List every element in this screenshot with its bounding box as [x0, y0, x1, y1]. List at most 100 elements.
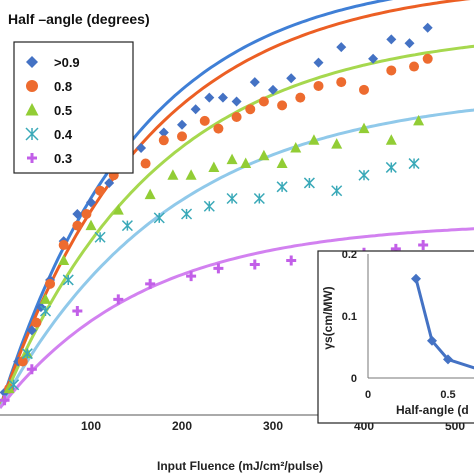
data-point [21, 348, 33, 360]
legend-label: >0.9 [54, 55, 80, 70]
data-point [313, 80, 324, 91]
data-point [177, 119, 187, 130]
data-point [359, 84, 369, 95]
data-point [158, 127, 169, 138]
data-point [331, 138, 343, 149]
inset-data-point [443, 354, 453, 365]
data-point [17, 356, 28, 367]
data-point [113, 294, 124, 305]
data-point [385, 161, 397, 173]
data-point [26, 325, 37, 336]
data-point [277, 100, 288, 111]
data-point [413, 114, 425, 126]
data-point [253, 192, 265, 205]
x-tick-label: 200 [172, 419, 192, 433]
data-point [72, 306, 83, 316]
inset-chart: 0 0.1 0.2 0 0.5 γs(cm/MW) Half-angle (d [317, 249, 474, 424]
inset-x-tick-label: 0.5 [440, 389, 455, 401]
data-point [231, 96, 242, 107]
data-point [31, 317, 42, 328]
data-point [3, 382, 15, 394]
data-point [295, 92, 306, 103]
data-point [408, 158, 420, 170]
data-point [331, 185, 343, 197]
data-point [217, 92, 228, 103]
data-point [190, 104, 201, 115]
data-point [8, 379, 20, 391]
data-point [58, 254, 70, 266]
data-point [286, 255, 297, 266]
legend-label: 0.4 [54, 127, 73, 142]
data-point [86, 197, 96, 208]
inset-tick-labels: 0 0.1 0.2 0 0.5 [342, 249, 456, 401]
data-point [303, 177, 315, 189]
data-point [136, 143, 147, 154]
inset-data-point [411, 273, 421, 284]
legend-title: Half –angle (degrees) [8, 11, 150, 27]
inset-y-tick-label: 0 [351, 373, 357, 385]
data-point [72, 220, 83, 231]
data-point [386, 65, 397, 76]
data-point [358, 169, 370, 181]
data-point [249, 259, 260, 270]
data-point [158, 135, 169, 146]
data-point [386, 34, 397, 45]
x-axis-label: Input Fluence (mJ/cm²/pulse) [157, 459, 323, 473]
data-point [199, 115, 210, 126]
legend-label: 0.3 [54, 151, 72, 166]
inset-y-tick-label: 0.2 [342, 249, 357, 261]
data-point [213, 263, 224, 274]
data-point [258, 149, 270, 161]
data-point [409, 61, 420, 72]
data-point [0, 395, 10, 406]
data-point [94, 231, 106, 243]
data-point [213, 123, 224, 134]
data-point [226, 192, 238, 205]
data-point [153, 212, 165, 224]
data-point [385, 134, 397, 145]
inset-x-tick-label: 0 [365, 389, 371, 401]
inset-data-point [427, 335, 437, 346]
inset-x-axis-label: Half-angle (d [396, 403, 469, 417]
fit-curve [0, 108, 474, 409]
legend-marker [26, 56, 38, 68]
inset-series [411, 273, 474, 370]
data-point [422, 22, 433, 33]
data-point [72, 209, 83, 219]
data-point [245, 104, 256, 115]
data-point [308, 134, 320, 145]
data-point [145, 278, 156, 289]
data-point [276, 157, 288, 169]
data-point [40, 293, 51, 304]
data-point [231, 112, 242, 122]
fit-curve [0, 227, 474, 409]
x-tick-label: 300 [263, 419, 283, 433]
legend-label: 0.8 [54, 79, 72, 94]
inset-y-tick-label: 0.1 [342, 311, 357, 323]
data-point [313, 57, 324, 68]
data-point [276, 181, 288, 193]
data-point [85, 219, 97, 231]
data-point [268, 84, 278, 95]
data-point [336, 77, 347, 88]
data-point [203, 200, 215, 212]
fit-curve [0, 44, 474, 409]
fit-curves [0, 0, 474, 409]
data-point [358, 122, 370, 134]
data-point [140, 158, 151, 169]
data-point [81, 209, 92, 219]
data-point [58, 240, 69, 251]
fit-curve [0, 0, 471, 409]
data-point [240, 157, 252, 169]
data-point [204, 92, 215, 103]
data-point [112, 204, 124, 215]
data-point [185, 169, 197, 180]
data-point [290, 142, 302, 153]
data-point [422, 53, 433, 64]
legend: >0.9 0.8 0.5 0.4 0.3 [25, 55, 80, 166]
legend-marker [25, 127, 39, 141]
legend-label: 0.5 [54, 103, 72, 118]
inset-y-axis-label: γs(cm/MW) [321, 286, 335, 349]
data-point [208, 161, 220, 172]
